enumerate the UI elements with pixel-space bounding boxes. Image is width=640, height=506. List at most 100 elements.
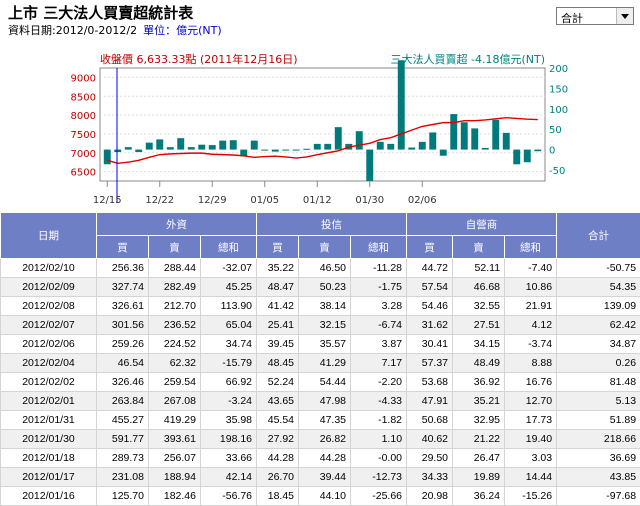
row-value: 30.41 [407,335,453,354]
row-value: 10.86 [505,278,557,297]
row-value: 3.87 [351,335,407,354]
row-value: 35.22 [257,259,299,278]
row-value: 48.47 [257,278,299,297]
left-tick-label: 8500 [71,92,96,103]
left-tick-label: 7000 [71,149,96,160]
row-value: 267.08 [149,392,201,411]
row-value: 21.22 [453,430,505,449]
bar [251,141,258,150]
row-value: 42.14 [201,468,257,487]
row-value: 35.21 [453,392,505,411]
row-value: 263.84 [97,392,149,411]
chevron-down-icon[interactable] [616,8,633,24]
row-value: 327.74 [97,278,149,297]
row-value: 46.68 [453,278,505,297]
bar [513,150,520,165]
row-value: 34.15 [453,335,505,354]
row-value: -25.66 [351,487,407,506]
total-select[interactable]: 合計 [556,7,634,25]
row-value: -50.75 [557,259,640,278]
row-date: 2012/01/18 [1,449,97,468]
row-value: -0.00 [351,449,407,468]
row-value: 14.44 [505,468,557,487]
row-value: 36.92 [453,373,505,392]
row-value: 20.98 [407,487,453,506]
row-date: 2012/01/30 [1,430,97,449]
plot-area [100,68,545,181]
row-value: 21.91 [505,297,557,316]
bar [114,150,121,152]
row-value: -11.28 [351,259,407,278]
row-value: 591.77 [97,430,149,449]
bar [335,127,342,149]
bar [482,148,489,150]
row-value: -97.68 [557,487,640,506]
bar [230,140,237,149]
row-value: -4.33 [351,392,407,411]
row-value: 218.66 [557,430,640,449]
row-value: 231.08 [97,468,149,487]
row-value: 44.72 [407,259,453,278]
row-value: 289.73 [97,449,149,468]
row-value: 27.51 [453,316,505,335]
row-value: 47.98 [299,392,351,411]
row-value: 16.76 [505,373,557,392]
row-value: 29.50 [407,449,453,468]
header-date: 日期 [1,213,97,259]
row-value: 0.26 [557,354,640,373]
row-value: 17.73 [505,411,557,430]
row-date: 2012/02/02 [1,373,97,392]
unit-label: 單位：億元(NT) [143,24,222,37]
left-tick-label: 9000 [71,73,96,84]
row-value: 259.26 [97,335,149,354]
bar [104,150,111,165]
x-tick-label: 12/22 [145,195,174,206]
row-value: 288.44 [149,259,201,278]
row-value: 113.90 [201,297,257,316]
bar [303,149,310,150]
right-tick-label: 100 [549,105,568,116]
row-value: -15.26 [505,487,557,506]
close-price-label: 收盤價 6,633.33點 (2011年12月16日) [100,52,298,66]
row-value: 57.54 [407,278,453,297]
row-value: 34.74 [201,335,257,354]
row-value: 54.44 [299,373,351,392]
header-trust: 投信 [257,213,407,236]
row-date: 2012/02/06 [1,335,97,354]
row-value: 12.70 [505,392,557,411]
row-value: 32.55 [453,297,505,316]
row-value: 36.69 [557,449,640,468]
row-date: 2012/02/09 [1,278,97,297]
x-tick-label: 12/29 [198,195,227,206]
bar [450,114,457,149]
header-foreign: 外資 [97,213,257,236]
row-value: 224.52 [149,335,201,354]
bar [492,120,499,150]
x-tick-label: 02/06 [408,195,437,206]
row-value: -1.75 [351,278,407,297]
bar [198,145,205,150]
bar [272,150,279,152]
row-value: 188.94 [149,468,201,487]
row-value: -1.82 [351,411,407,430]
header-dealer-buy: 買 [407,236,453,259]
row-value: -7.40 [505,259,557,278]
bar [314,144,321,150]
row-value: 393.61 [149,430,201,449]
row-date: 2012/02/08 [1,297,97,316]
row-value: -15.79 [201,354,257,373]
bar [503,133,510,150]
bar [429,132,436,149]
row-value: 45.54 [257,411,299,430]
